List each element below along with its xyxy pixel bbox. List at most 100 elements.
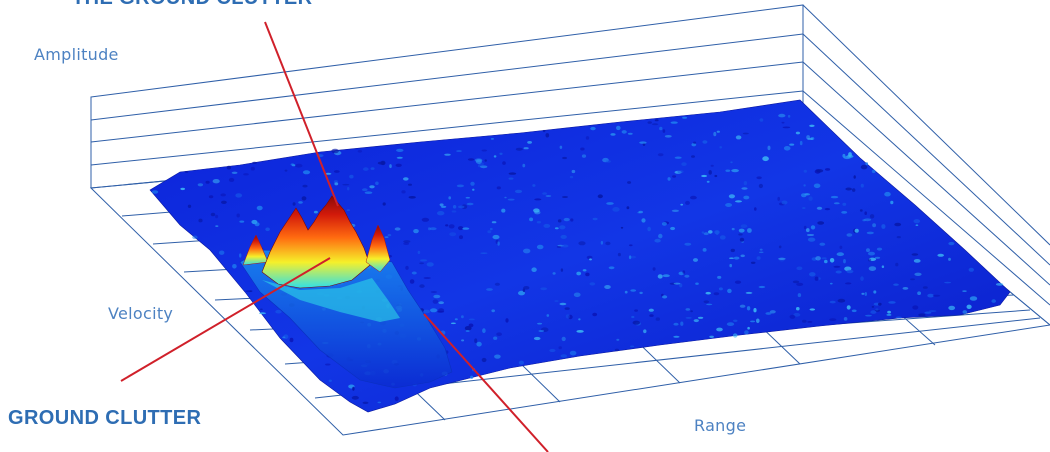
noise-speck bbox=[684, 242, 692, 246]
noise-speck bbox=[470, 181, 475, 186]
noise-speck bbox=[620, 226, 624, 229]
amplitude-axis-label: Amplitude bbox=[34, 45, 119, 64]
noise-speck bbox=[638, 210, 643, 214]
noise-speck bbox=[829, 300, 836, 304]
noise-speck bbox=[215, 225, 219, 228]
noise-speck bbox=[819, 242, 826, 246]
noise-speck bbox=[617, 252, 621, 257]
noise-speck bbox=[605, 160, 611, 163]
noise-speck bbox=[580, 147, 585, 151]
noise-speck bbox=[872, 223, 876, 228]
noise-speck bbox=[432, 299, 439, 304]
noise-speck bbox=[403, 240, 411, 243]
noise-speck bbox=[197, 183, 204, 187]
noise-speck bbox=[205, 180, 210, 184]
noise-speck bbox=[559, 225, 566, 230]
noise-speck bbox=[895, 316, 902, 319]
noise-speck bbox=[560, 234, 567, 239]
noise-speck bbox=[349, 174, 354, 179]
noise-speck bbox=[702, 248, 707, 252]
noise-speck bbox=[756, 318, 760, 324]
noise-speck bbox=[545, 133, 550, 138]
noise-speck bbox=[807, 138, 814, 140]
noise-speck bbox=[342, 183, 350, 186]
range-axis-label: Range bbox=[694, 416, 747, 435]
noise-speck bbox=[731, 169, 739, 173]
noise-speck bbox=[461, 315, 464, 319]
noise-speck bbox=[538, 330, 545, 332]
noise-speck bbox=[467, 158, 475, 161]
noise-speck bbox=[445, 224, 449, 227]
noise-speck bbox=[508, 177, 514, 180]
noise-speck bbox=[769, 310, 776, 314]
noise-speck bbox=[480, 252, 488, 254]
noise-speck bbox=[750, 261, 756, 264]
noise-speck bbox=[825, 168, 831, 171]
noise-speck bbox=[799, 140, 803, 146]
noise-speck bbox=[508, 172, 517, 175]
noise-speck bbox=[476, 341, 482, 347]
noise-speck bbox=[690, 310, 693, 313]
noise-speck bbox=[422, 309, 431, 314]
noise-speck bbox=[439, 203, 444, 206]
noise-speck bbox=[824, 259, 828, 264]
noise-speck bbox=[554, 227, 559, 230]
noise-speck bbox=[893, 283, 899, 286]
noise-speck bbox=[806, 228, 810, 233]
noise-speck bbox=[680, 321, 684, 326]
noise-speck bbox=[180, 187, 185, 191]
noise-speck bbox=[534, 198, 542, 201]
pointer-bottom bbox=[423, 313, 549, 452]
noise-speck bbox=[684, 274, 690, 278]
noise-speck bbox=[600, 240, 604, 245]
noise-speck bbox=[693, 141, 697, 144]
noise-speck bbox=[654, 238, 661, 243]
noise-speck bbox=[829, 282, 833, 285]
noise-speck bbox=[706, 303, 713, 306]
noise-speck bbox=[744, 330, 749, 335]
noise-speck bbox=[554, 300, 559, 302]
noise-speck bbox=[968, 267, 974, 272]
noise-speck bbox=[962, 310, 968, 314]
noise-speck bbox=[532, 184, 536, 187]
noise-speck bbox=[767, 145, 771, 151]
noise-speck bbox=[657, 153, 664, 157]
noise-speck bbox=[419, 262, 424, 265]
noise-speck bbox=[604, 285, 611, 289]
noise-speck bbox=[377, 401, 382, 404]
noise-speck bbox=[796, 282, 804, 286]
noise-speck bbox=[382, 202, 386, 206]
noise-speck bbox=[565, 314, 570, 319]
noise-speck bbox=[198, 218, 203, 223]
noise-speck bbox=[875, 308, 879, 311]
noise-speck bbox=[759, 248, 763, 251]
noise-speck bbox=[561, 336, 566, 342]
noise-speck bbox=[289, 337, 294, 343]
noise-speck bbox=[605, 241, 611, 246]
noise-speck bbox=[671, 209, 680, 212]
noise-speck bbox=[809, 272, 816, 277]
noise-speck bbox=[713, 292, 720, 296]
noise-speck bbox=[573, 292, 581, 298]
noise-speck bbox=[545, 195, 552, 197]
noise-speck bbox=[187, 204, 192, 208]
noise-speck bbox=[860, 183, 864, 188]
noise-speck bbox=[408, 183, 412, 186]
noise-speck bbox=[444, 153, 451, 156]
noise-speck bbox=[809, 308, 816, 311]
noise-speck bbox=[859, 209, 863, 212]
noise-speck bbox=[824, 208, 831, 211]
noise-speck bbox=[719, 146, 722, 149]
noise-speck bbox=[816, 206, 823, 210]
noise-speck bbox=[851, 309, 857, 313]
noise-speck bbox=[357, 150, 363, 153]
noise-speck bbox=[487, 230, 492, 234]
noise-speck bbox=[869, 214, 875, 219]
noise-speck bbox=[409, 279, 415, 284]
noise-speck bbox=[745, 291, 753, 294]
noise-speck bbox=[733, 256, 740, 260]
noise-speck bbox=[630, 289, 637, 292]
noise-speck bbox=[918, 313, 926, 317]
noise-speck bbox=[884, 191, 891, 197]
noise-speck bbox=[804, 193, 811, 196]
